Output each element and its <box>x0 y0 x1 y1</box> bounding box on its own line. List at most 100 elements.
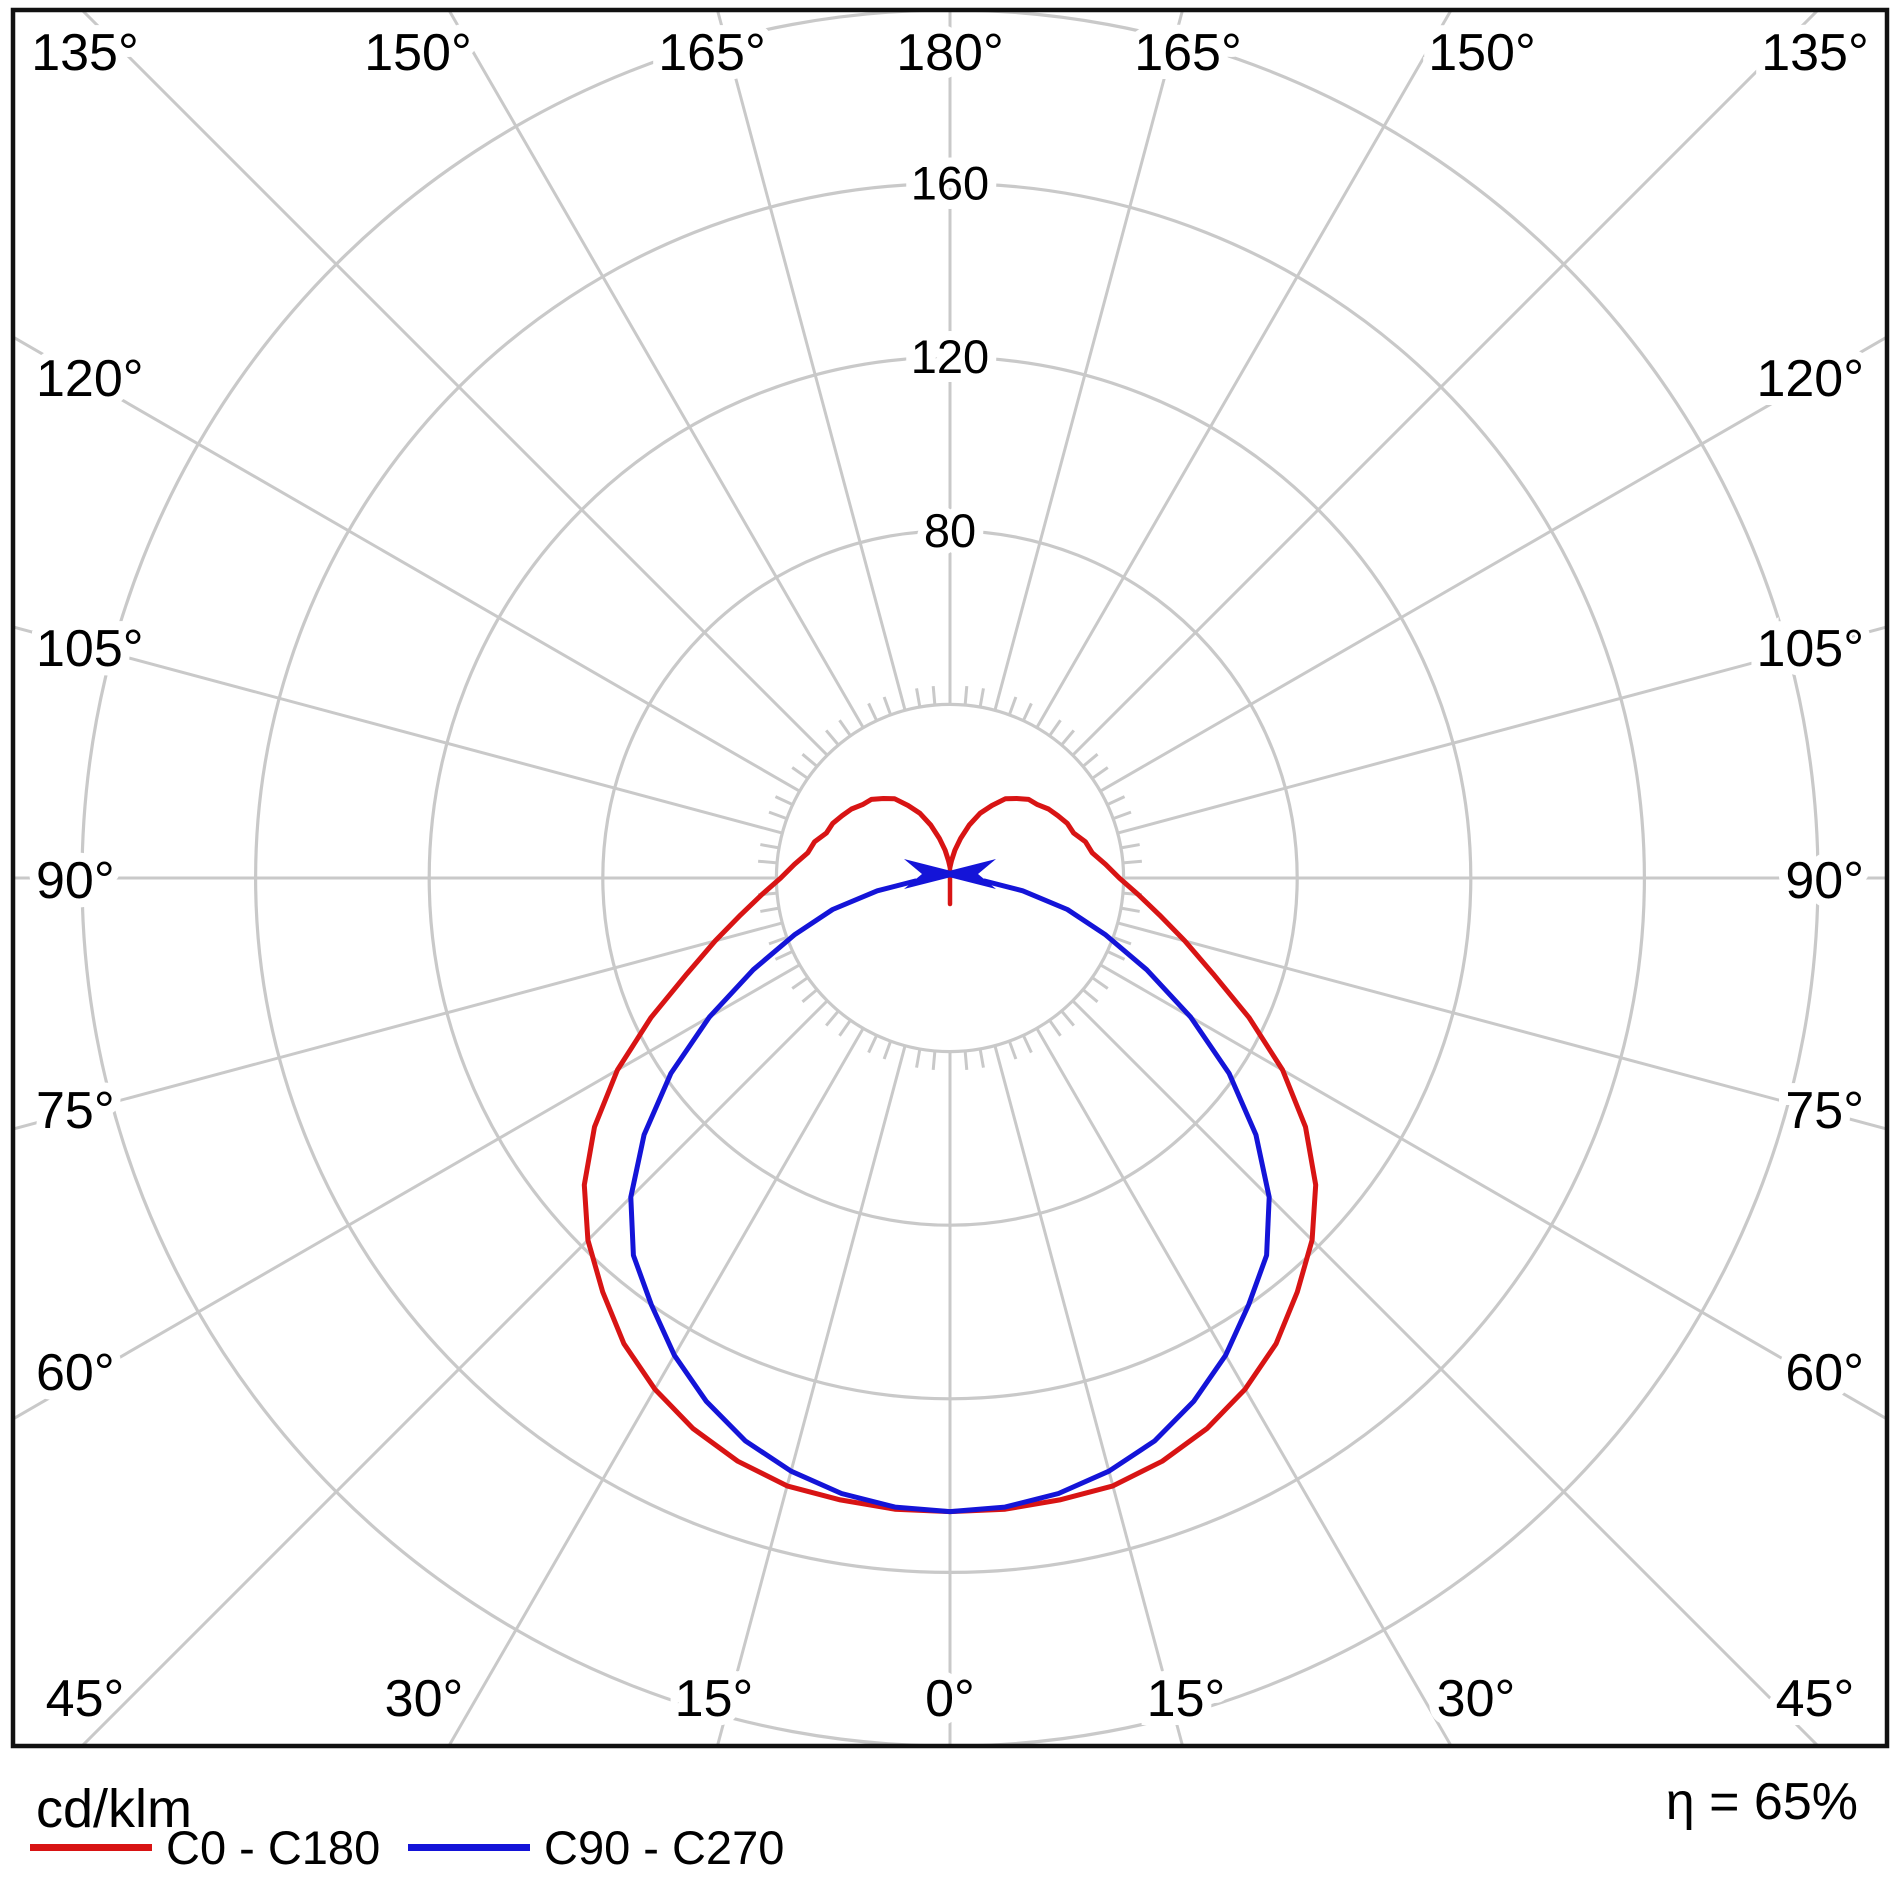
angle-label: 15° <box>1147 1670 1226 1728</box>
angle-label: 150° <box>364 24 472 82</box>
degree-tick <box>1091 766 1109 780</box>
legend-label-c90: C90 - C270 <box>544 1821 785 1874</box>
grid-ray <box>993 10 1185 711</box>
degree-tick <box>825 729 840 746</box>
c90-curve-arrow-icon <box>904 859 963 889</box>
degree-tick <box>1060 1010 1075 1027</box>
degree-tick <box>1048 719 1062 737</box>
angle-label: 135° <box>1761 24 1869 82</box>
degree-tick <box>758 859 778 865</box>
degree-tick <box>882 696 893 716</box>
degree-tick <box>1060 729 1075 746</box>
chart-border <box>10 7 1890 1749</box>
degree-tick <box>1082 988 1099 1003</box>
angle-label: 120° <box>36 350 144 408</box>
grid-ray <box>1035 10 1453 729</box>
degree-tick <box>774 950 794 961</box>
degree-tick <box>867 1034 878 1054</box>
c90-c270-curve <box>628 878 1272 1515</box>
legend-swatch-c90-icon <box>408 1844 530 1851</box>
grid-ray <box>1035 1027 1453 1746</box>
degree-tick <box>838 719 852 737</box>
grid-ray <box>13 625 783 835</box>
grid-ray <box>1117 921 1887 1131</box>
grid-ray <box>13 335 801 793</box>
angle-label: 30° <box>385 1670 464 1728</box>
angle-label: 165° <box>1134 24 1242 82</box>
legend: C0 - C180 C90 - C270 <box>30 1820 1030 1880</box>
ring-value-label: 120 <box>911 330 989 383</box>
angle-label: 15° <box>675 1670 754 1728</box>
degree-tick <box>1022 1034 1033 1054</box>
legend-item-c0-c180: C0 - C180 <box>30 1820 380 1875</box>
degree-tick <box>768 935 788 946</box>
degree-tick <box>1091 976 1109 990</box>
angle-label: 105° <box>36 620 144 678</box>
angle-label: 90° <box>36 852 115 910</box>
angle-label: 0° <box>925 1670 975 1728</box>
angle-label: 105° <box>1756 620 1864 678</box>
grid-ray <box>993 1045 1185 1746</box>
grid-ray <box>13 921 783 1131</box>
grid-ray <box>79 999 829 1746</box>
angle-label: 45° <box>46 1670 125 1728</box>
angle-label: 120° <box>1756 350 1864 408</box>
angle-label: 30° <box>1437 1670 1516 1728</box>
ring-value-label: 80 <box>924 504 976 557</box>
unit-label: cd/klm <box>36 1779 193 1839</box>
grid-ray <box>79 10 829 757</box>
degree-tick <box>931 1050 937 1070</box>
degree-tick <box>915 1048 922 1068</box>
degree-tick <box>801 988 818 1003</box>
grid-ray <box>447 1027 865 1746</box>
degree-tick <box>1007 696 1018 716</box>
degree-tick <box>791 766 809 780</box>
degree-tick <box>1120 906 1140 913</box>
angle-label: 90° <box>1785 852 1864 910</box>
angle-label: 60° <box>36 1344 115 1402</box>
degree-tick <box>760 906 780 913</box>
degree-tick <box>1106 950 1126 961</box>
angle-label: 60° <box>1785 1344 1864 1402</box>
degree-tick <box>791 976 809 990</box>
ring-value-label: 160 <box>911 157 989 210</box>
degree-tick <box>760 843 780 850</box>
angle-label: 165° <box>658 24 766 82</box>
degree-tick <box>931 686 937 706</box>
degree-tick <box>963 686 969 706</box>
degree-tick <box>1106 795 1126 806</box>
grid-ray <box>715 10 907 711</box>
angle-label: 45° <box>1776 1670 1855 1728</box>
grid-ray <box>1071 10 1821 757</box>
angle-label: 135° <box>31 24 139 82</box>
degree-tick <box>915 688 922 708</box>
legend-swatch-c0-icon <box>30 1844 152 1851</box>
degree-tick <box>1122 859 1142 865</box>
degree-tick <box>838 1019 852 1037</box>
grid-ray <box>1071 999 1821 1746</box>
angle-label: 75° <box>36 1082 115 1140</box>
c90-curve-arrow-icon <box>937 859 996 889</box>
degree-tick <box>963 1050 969 1070</box>
degree-tick <box>801 753 818 768</box>
legend-item-c90-c270: C90 - C270 <box>408 1820 784 1875</box>
angle-label: 75° <box>1785 1082 1864 1140</box>
degree-tick <box>1120 843 1140 850</box>
degree-tick <box>1112 810 1132 821</box>
degree-tick <box>978 688 985 708</box>
degree-tick <box>768 810 788 821</box>
degree-tick <box>882 1040 893 1060</box>
degree-tick <box>774 795 794 806</box>
degree-tick <box>1082 753 1099 768</box>
degree-tick <box>1022 702 1033 722</box>
grid-ray <box>715 1045 907 1746</box>
efficiency-label: η = 65% <box>1665 1773 1858 1831</box>
angle-label: 180° <box>896 24 1004 82</box>
grid-ray <box>447 10 865 729</box>
degree-tick <box>978 1048 985 1068</box>
legend-label-c0: C0 - C180 <box>166 1821 381 1874</box>
grid-ray <box>1099 335 1887 793</box>
